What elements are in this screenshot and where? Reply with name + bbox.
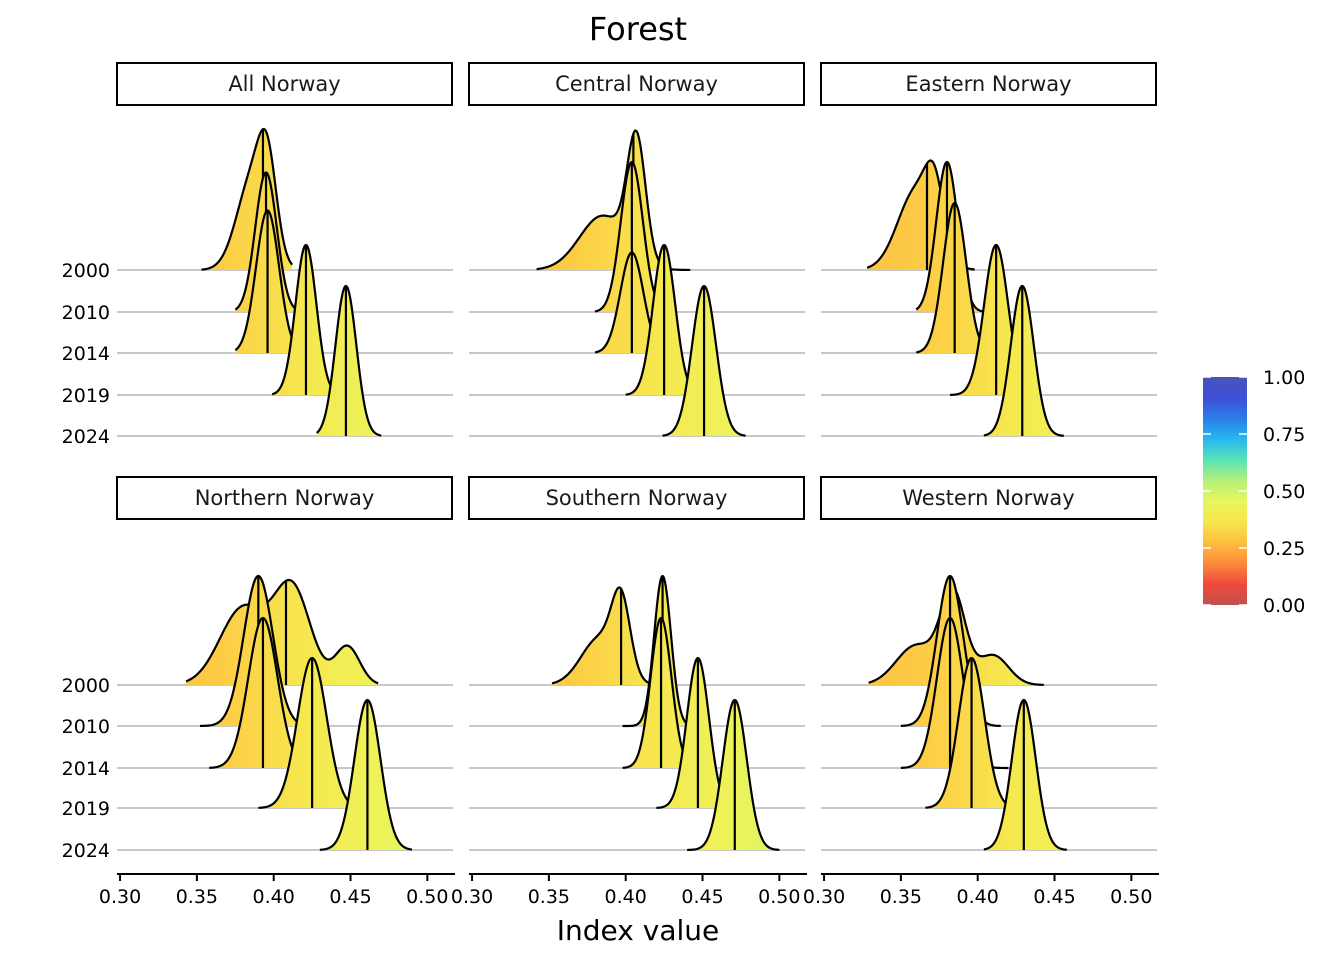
facet-strip bbox=[820, 62, 1157, 106]
ridge-fill bbox=[687, 700, 780, 850]
x-tick-label: 0.35 bbox=[176, 886, 218, 908]
x-tick-label: 0.40 bbox=[253, 886, 295, 908]
facet-strip bbox=[820, 476, 1157, 520]
colorbar-tick-label: 0.00 bbox=[1263, 595, 1305, 617]
x-tick-label: 0.50 bbox=[758, 886, 800, 908]
facet-strip-label: Eastern Norway bbox=[905, 72, 1071, 96]
ridge-fill bbox=[983, 700, 1067, 850]
ridge-curve bbox=[185, 578, 379, 685]
facet-strip bbox=[116, 476, 453, 520]
ridge-fill bbox=[594, 252, 672, 353]
ridge-curve bbox=[316, 284, 382, 437]
ridge-fill bbox=[209, 618, 323, 768]
x-tick-label: 0.45 bbox=[329, 886, 371, 908]
x-tick-label: 0.35 bbox=[880, 886, 922, 908]
facet-strip bbox=[468, 476, 805, 520]
colorbar: 0.00 0.25 0.50 0.75 1.00 bbox=[1203, 367, 1305, 617]
colorbar-tick-label: 1.00 bbox=[1263, 367, 1305, 389]
x-tick-label: 0.30 bbox=[451, 886, 493, 908]
facet-strip-label: All Norway bbox=[228, 72, 340, 96]
x-tick-label: 0.50 bbox=[406, 886, 448, 908]
x-tick-label: 0.50 bbox=[1110, 886, 1152, 908]
ridge-curve bbox=[983, 698, 1068, 851]
x-axis-label: Index value bbox=[557, 914, 719, 947]
facet-panel: All Norway 2000 2010 2014 2019 2024 bbox=[62, 62, 453, 448]
y-tick-label: 2024 bbox=[62, 840, 110, 862]
ridge-fill bbox=[551, 587, 672, 685]
x-tick-label: 0.40 bbox=[605, 886, 647, 908]
ridge-curve bbox=[686, 698, 780, 852]
y-tick-label: 2010 bbox=[62, 302, 110, 324]
y-tick-label: 2010 bbox=[62, 716, 110, 738]
colorbar-tick-label: 0.75 bbox=[1263, 424, 1305, 446]
y-tick-label: 2024 bbox=[62, 426, 110, 448]
x-tick-label: 0.40 bbox=[957, 886, 999, 908]
y-tick-label: 2019 bbox=[62, 385, 110, 407]
facet-panel: Southern Norway 0.30 0.35 0.40 0.45 0.50 bbox=[451, 476, 807, 908]
ridge-fill bbox=[316, 286, 382, 436]
y-tick-label: 2000 bbox=[62, 675, 110, 697]
facet-strip-label: Western Norway bbox=[902, 486, 1074, 510]
y-tick-label: 2014 bbox=[62, 343, 110, 365]
ridge-fill bbox=[186, 580, 379, 685]
ridge-curve bbox=[201, 127, 294, 271]
colorbar-tick-label: 0.25 bbox=[1263, 538, 1305, 560]
colorbar-tick-label: 0.50 bbox=[1263, 481, 1305, 503]
ridge-fill bbox=[900, 618, 1009, 768]
facet-panel: Central Norway bbox=[468, 62, 805, 437]
facet-strip-label: Southern Norway bbox=[546, 486, 728, 510]
chart-title: Forest bbox=[589, 10, 687, 48]
x-tick-label: 0.45 bbox=[1033, 886, 1075, 908]
facet-panels: All Norway 2000 2010 2014 2019 2024 Central No… bbox=[62, 62, 1159, 908]
ridge-curve bbox=[983, 284, 1065, 437]
ridge-curve bbox=[319, 698, 413, 851]
x-tick-label: 0.45 bbox=[681, 886, 723, 908]
x-tick-label: 0.30 bbox=[803, 886, 845, 908]
facet-panel: Northern Norway 2000 2010 2014 2019 2024 0.30 0… bbox=[62, 476, 455, 908]
facet-strip bbox=[468, 62, 805, 106]
y-tick-label: 2014 bbox=[62, 758, 110, 780]
facet-panel: Western Norway 0.30 0.35 0.40 0.45 0.50 bbox=[803, 476, 1159, 908]
facet-strip-label: Central Norway bbox=[555, 72, 718, 96]
x-tick-label: 0.35 bbox=[528, 886, 570, 908]
ridge-fill bbox=[925, 658, 1021, 808]
y-tick-label: 2000 bbox=[62, 260, 110, 282]
x-tick-label: 0.30 bbox=[99, 886, 141, 908]
facet-strip bbox=[116, 62, 453, 106]
facet-panel: Eastern Norway bbox=[820, 62, 1157, 437]
y-tick-label: 2019 bbox=[62, 798, 110, 820]
facet-strip-label: Northern Norway bbox=[195, 486, 375, 510]
